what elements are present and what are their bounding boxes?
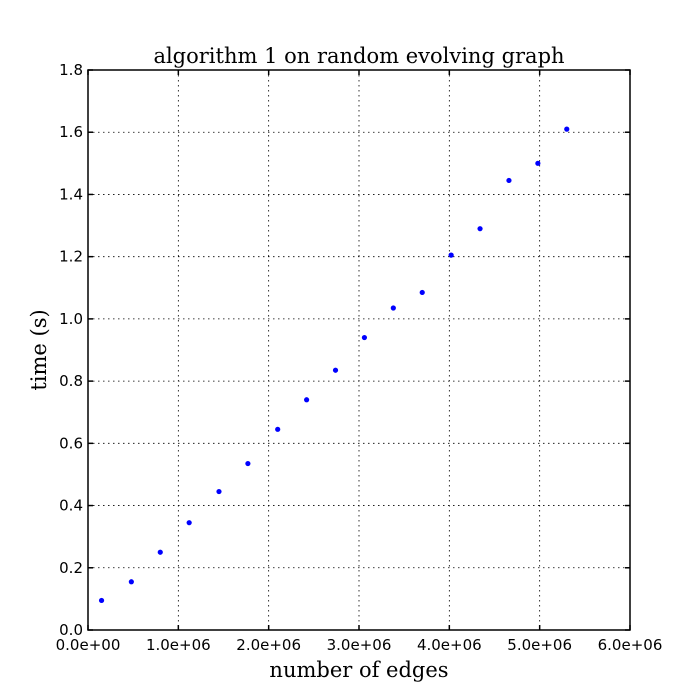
x-tick-label: 0.0e+00 (56, 636, 121, 654)
y-tick-label: 0.8 (59, 372, 83, 390)
x-tick-label: 5.0e+06 (507, 636, 572, 654)
y-tick-labels: 0.0 0.2 0.4 0.6 0.8 1.0 1.2 1.4 1.6 1.8 (59, 61, 83, 639)
y-tick-label: 0.0 (59, 621, 83, 639)
y-tick-label: 1.6 (59, 123, 83, 141)
data-points (98, 126, 570, 604)
x-tick-label: 1.0e+06 (146, 636, 211, 654)
y-tick-label: 1.2 (59, 248, 83, 266)
axis-ticks (87, 69, 631, 631)
data-point (448, 252, 454, 258)
data-point (216, 488, 222, 495)
data-point (535, 160, 541, 166)
data-point (186, 520, 192, 526)
data-point (390, 305, 396, 311)
data-point (304, 397, 310, 403)
data-point (245, 460, 251, 467)
data-point (477, 226, 483, 232)
x-tick-label: 6.0e+06 (598, 636, 663, 654)
data-point (332, 367, 339, 373)
y-tick-label: 1.4 (59, 185, 83, 203)
data-point (564, 126, 570, 132)
data-point (98, 597, 105, 604)
y-tick-label: 0.4 (59, 497, 83, 515)
chart-title: algorithm 1 on random evolving graph (153, 44, 564, 68)
y-tick-label: 0.6 (59, 434, 83, 452)
data-point (157, 549, 163, 555)
data-point (506, 177, 512, 184)
data-point (275, 426, 281, 432)
y-axis-label: time (s) (27, 309, 51, 390)
x-tick-label: 4.0e+06 (417, 636, 482, 654)
data-point (419, 289, 425, 296)
grid-lines (88, 70, 630, 630)
x-tick-labels: 0.0e+00 1.0e+06 2.0e+06 3.0e+06 4.0e+06 5.0e+… (56, 636, 663, 654)
x-tick-label: 3.0e+06 (327, 636, 392, 654)
y-tick-label: 1.8 (59, 61, 83, 79)
y-tick-label: 1.0 (59, 310, 83, 328)
data-point (361, 334, 368, 341)
data-point (128, 579, 134, 585)
x-tick-label: 2.0e+06 (236, 636, 301, 654)
x-axis-label: number of edges (269, 658, 448, 682)
y-tick-label: 0.2 (59, 559, 83, 577)
